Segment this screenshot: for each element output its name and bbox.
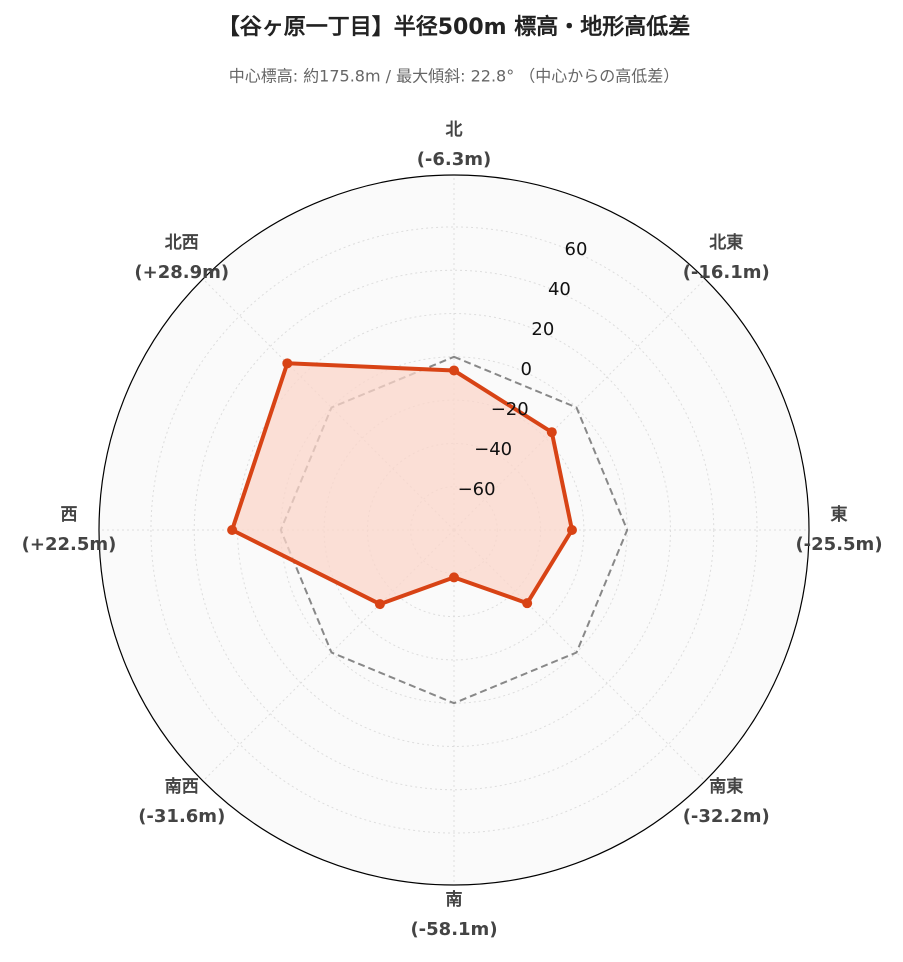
category-label: 南西 — [165, 776, 199, 797]
category-label: 北西 — [165, 233, 199, 253]
r-tick-label: 0 — [521, 359, 532, 380]
grid-spoke — [202, 278, 455, 531]
chart-subtitle: 中心標高: 約175.8m / 最大傾斜: 22.8° （中心からの高低差） — [229, 67, 680, 86]
data-point — [449, 365, 459, 376]
category-label: 北東 — [709, 232, 743, 253]
category-label: 南 — [446, 889, 463, 910]
value-label: (-25.5m) — [795, 534, 882, 555]
r-tick-label: 40 — [548, 279, 571, 300]
grid-spoke — [453, 278, 706, 531]
grid-ring — [150, 226, 758, 834]
value-label: (-58.1m) — [410, 919, 497, 940]
category-label: 西 — [61, 505, 78, 525]
r-tick-label: −20 — [491, 399, 529, 420]
r-tick-label: 20 — [531, 319, 554, 340]
plot-border — [98, 174, 810, 886]
category-label: 北 — [446, 120, 463, 140]
data-point — [546, 427, 557, 438]
data-point — [522, 598, 533, 609]
r-tick-label: −40 — [474, 439, 512, 460]
data-point — [227, 525, 238, 535]
value-label: (-6.3m) — [417, 149, 492, 170]
data-point — [282, 358, 293, 369]
data-point — [374, 599, 385, 610]
category-label: 東 — [831, 504, 848, 525]
grid-spoke — [453, 529, 706, 782]
chart-title: 【谷ヶ原一丁目】半径500m 標高・地形高低差 — [218, 14, 691, 40]
r-tick-label: −60 — [458, 479, 496, 500]
value-label: (-31.6m) — [138, 806, 225, 827]
value-label: (+22.5m) — [22, 534, 117, 555]
data-point — [566, 525, 577, 535]
value-label: (-32.2m) — [683, 806, 770, 827]
category-label: 南東 — [709, 776, 743, 797]
grid-spoke — [202, 529, 455, 782]
r-tick-label: 60 — [565, 239, 588, 260]
data-point — [449, 572, 459, 583]
value-label: (+28.9m) — [134, 262, 229, 283]
value-label: (-16.1m) — [683, 262, 770, 283]
grid-ring — [193, 269, 715, 791]
